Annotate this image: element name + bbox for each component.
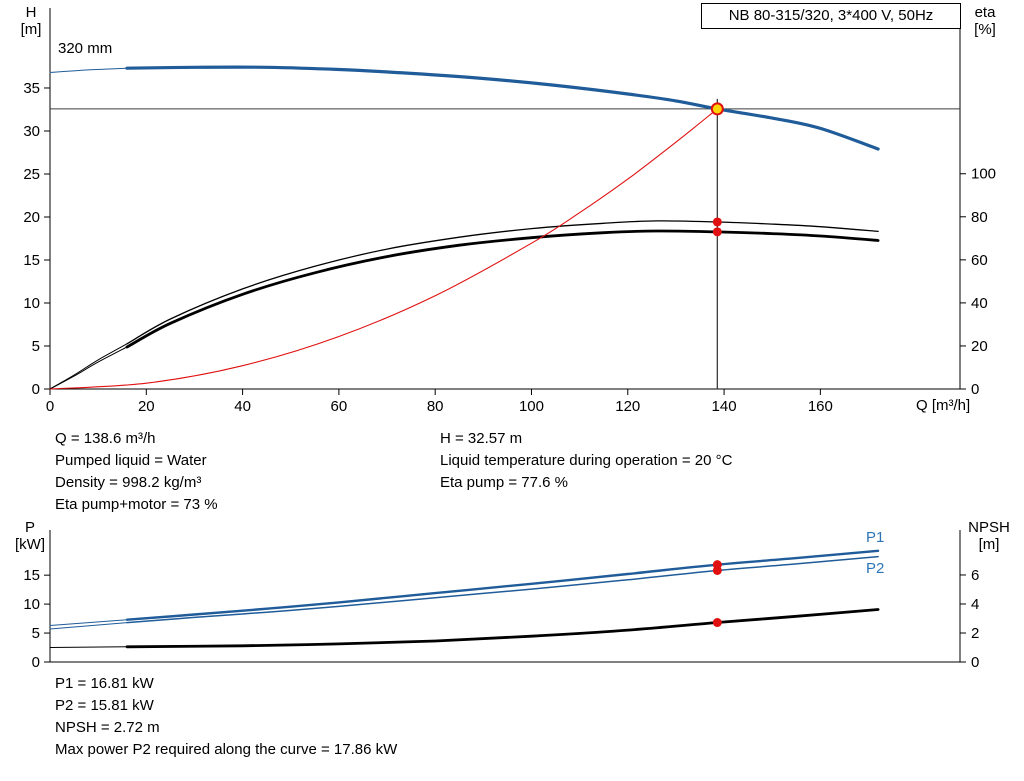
svg-text:30: 30 bbox=[23, 123, 40, 140]
chart-head-efficiency: 0 5 10 15 20 25 30 35 0 20 40 60 80 100 0 20 40 60 80 100 12… bbox=[23, 8, 996, 415]
svg-text:60: 60 bbox=[331, 398, 348, 415]
p-axis-title: P [kW] bbox=[6, 519, 54, 553]
annotation-liquid-temperature: Liquid temperature during operation = 20… bbox=[440, 452, 733, 469]
svg-text:100: 100 bbox=[519, 398, 544, 415]
svg-text:40: 40 bbox=[234, 398, 251, 415]
p-axis-unit: [kW] bbox=[15, 536, 45, 553]
annotation-eta-pump-motor: Eta pump+motor = 73 % bbox=[55, 496, 218, 513]
svg-text:0: 0 bbox=[971, 654, 979, 671]
h-axis-symbol: H bbox=[25, 4, 37, 21]
svg-text:120: 120 bbox=[615, 398, 640, 415]
annotation-npsh: NPSH = 2.72 m bbox=[55, 719, 160, 736]
h-axis-title: H [m] bbox=[10, 4, 52, 38]
pump-model-box: NB 80-315/320, 3*400 V, 50Hz bbox=[701, 3, 961, 29]
svg-text:80: 80 bbox=[427, 398, 444, 415]
svg-text:20: 20 bbox=[971, 338, 988, 355]
svg-text:80: 80 bbox=[971, 209, 988, 226]
annotation-head: H = 32.57 m bbox=[440, 430, 523, 447]
impeller-diameter-label: 320 mm bbox=[58, 40, 113, 57]
annotation-max-power: Max power P2 required along the curve = … bbox=[55, 741, 398, 758]
eta-axis-symbol: eta bbox=[974, 4, 996, 21]
svg-text:15: 15 bbox=[23, 567, 40, 584]
svg-text:0: 0 bbox=[971, 381, 979, 398]
svg-text:40: 40 bbox=[971, 295, 988, 312]
svg-text:0: 0 bbox=[46, 398, 54, 415]
duty-annotations-right: H = 32.57 m Liquid temperature during op… bbox=[440, 428, 732, 494]
chart-power-npsh: 0 5 10 15 0 2 4 6 bbox=[23, 530, 979, 671]
svg-text:2: 2 bbox=[971, 625, 979, 642]
svg-text:20: 20 bbox=[23, 209, 40, 226]
p2-curve-label: P2 bbox=[866, 560, 885, 577]
eta-axis-title: eta [%] bbox=[962, 4, 1008, 38]
svg-text:10: 10 bbox=[23, 295, 40, 312]
svg-text:5: 5 bbox=[32, 338, 40, 355]
npsh-axis-title: NPSH [m] bbox=[962, 519, 1016, 553]
q-axis-title: Q [m³/h] bbox=[916, 397, 971, 414]
annotation-pumped-liquid: Pumped liquid = Water bbox=[55, 452, 207, 469]
annotation-flow: Q = 138.6 m³/h bbox=[55, 430, 156, 447]
annotation-density: Density = 998.2 kg/m³ bbox=[55, 474, 202, 491]
svg-text:0: 0 bbox=[32, 654, 40, 671]
duty-annotations-left: Q = 138.6 m³/h Pumped liquid = Water Den… bbox=[55, 428, 218, 516]
svg-text:140: 140 bbox=[712, 398, 737, 415]
svg-text:5: 5 bbox=[32, 625, 40, 642]
svg-text:160: 160 bbox=[808, 398, 833, 415]
svg-text:60: 60 bbox=[971, 252, 988, 269]
npsh-axis-unit: [m] bbox=[978, 536, 1000, 553]
power-annotations: P1 = 16.81 kW P2 = 15.81 kW NPSH = 2.72 … bbox=[55, 673, 397, 761]
svg-text:6: 6 bbox=[971, 567, 979, 584]
svg-text:35: 35 bbox=[23, 80, 40, 97]
eta-axis-unit: [%] bbox=[974, 21, 996, 38]
svg-text:10: 10 bbox=[23, 596, 40, 613]
annotation-eta-pump: Eta pump = 77.6 % bbox=[440, 474, 568, 491]
svg-text:4: 4 bbox=[971, 596, 979, 613]
annotation-p2: P2 = 15.81 kW bbox=[55, 697, 154, 714]
svg-text:25: 25 bbox=[23, 166, 40, 183]
svg-text:15: 15 bbox=[23, 252, 40, 269]
svg-text:20: 20 bbox=[138, 398, 155, 415]
p1-curve-label: P1 bbox=[866, 529, 885, 546]
svg-text:0: 0 bbox=[32, 381, 40, 398]
h-axis-unit: [m] bbox=[20, 21, 42, 38]
p-axis-symbol: P bbox=[24, 519, 35, 536]
svg-text:100: 100 bbox=[971, 166, 996, 183]
npsh-axis-symbol: NPSH bbox=[968, 519, 1010, 536]
annotation-p1: P1 = 16.81 kW bbox=[55, 675, 154, 692]
